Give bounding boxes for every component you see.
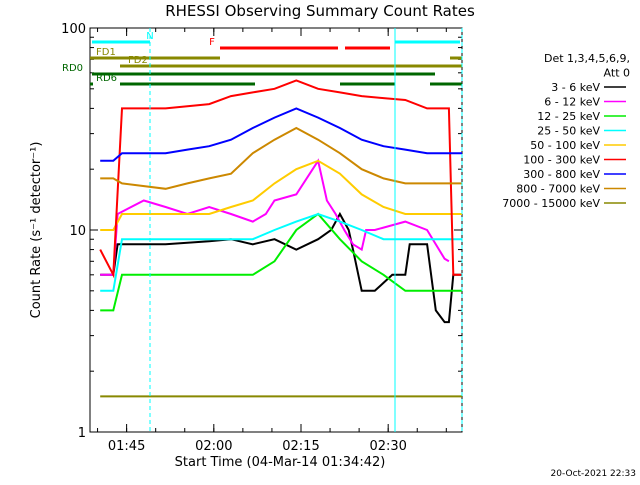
legend-label: 3 - 6 keV: [551, 81, 600, 94]
y-tick-label: 1: [78, 426, 86, 441]
series-line-1: [100, 158, 450, 276]
timestamp: 20-Oct-2021 22:33: [551, 469, 636, 479]
legend-label: 100 - 300 keV: [523, 154, 600, 167]
legend-header: Det 1,3,4,5,6,9,: [544, 52, 630, 65]
flag-label: FD1: [96, 47, 116, 58]
series-line-7: [100, 126, 462, 190]
series-line-2: [100, 212, 462, 312]
series-line-4: [100, 159, 462, 231]
legend-label: 12 - 25 keV: [537, 110, 600, 123]
legend-label: 800 - 7000 keV: [516, 183, 600, 196]
series-line-3: [100, 212, 462, 292]
x-axis-label: Start Time (04-Mar-14 01:34:42): [175, 455, 386, 470]
y-tick-label: 100: [61, 22, 86, 37]
series-line-5: [99, 79, 462, 279]
x-tick-label: 02:15: [282, 439, 319, 454]
x-tick-label: 02:30: [369, 439, 406, 454]
chart-title: RHESSI Observing Summary Count Rates: [165, 2, 475, 20]
series-line-0: [100, 211, 462, 324]
series-line-6: [100, 107, 462, 162]
legend-label: 6 - 12 keV: [544, 96, 600, 109]
flag-label: RD0: [62, 63, 83, 74]
legend-label: 50 - 100 keV: [530, 139, 600, 152]
legend-label: 300 - 800 keV: [523, 168, 600, 181]
flag-label: RD6: [96, 73, 117, 84]
x-tick-label: 02:00: [195, 439, 232, 454]
legend-label: 25 - 50 keV: [537, 125, 600, 138]
flag-label: FD2: [128, 55, 148, 66]
y-tick-label: 10: [69, 224, 86, 239]
flag-label: F: [209, 37, 215, 48]
legend-header: Att 0: [604, 67, 630, 80]
x-tick-label: 01:45: [108, 439, 145, 454]
legend-label: 7000 - 15000 keV: [502, 197, 600, 210]
y-axis-label: Count Rate (s⁻¹ detector⁻¹): [29, 142, 44, 319]
